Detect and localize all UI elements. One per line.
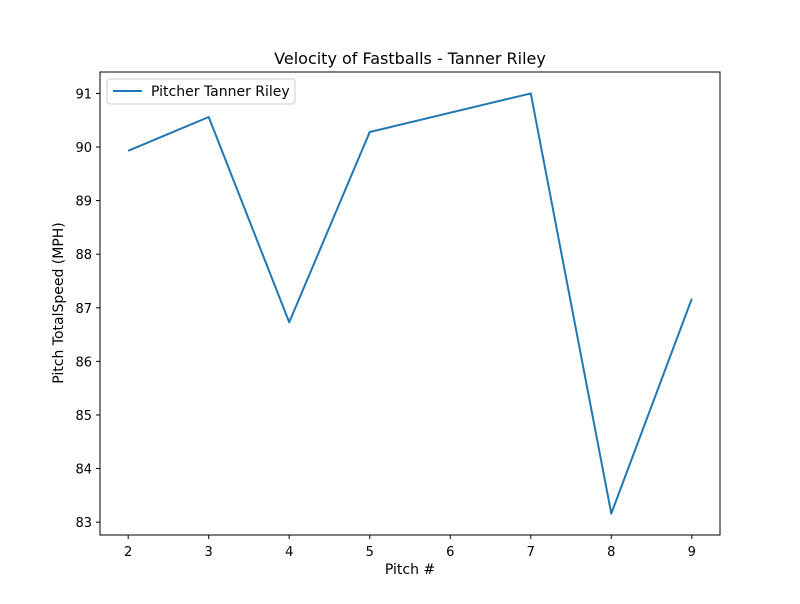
data-point (288, 321, 291, 324)
chart-title: Velocity of Fastballs - Tanner Riley (274, 49, 546, 68)
x-tick-label: 8 (607, 545, 615, 560)
y-tick-label: 85 (75, 409, 92, 424)
y-axis: 83 84 85 86 87 88 89 90 91 (75, 87, 100, 531)
x-axis: 2 3 4 5 6 7 8 9 (124, 535, 696, 560)
series-line (127, 92, 693, 515)
y-tick-label: 84 (75, 463, 92, 478)
data-point (610, 512, 613, 515)
series-layer (127, 92, 693, 515)
plot-frame (99, 71, 721, 536)
x-tick-label: 7 (527, 545, 535, 560)
legend: Pitcher Tanner Riley (106, 78, 296, 105)
y-tick-label: 83 (75, 516, 92, 531)
x-axis-label: Pitch # (385, 562, 435, 578)
data-point (207, 116, 210, 119)
x-tick-label: 3 (205, 545, 213, 560)
y-tick-label: 90 (75, 141, 92, 156)
x-tick-label: 5 (366, 545, 374, 560)
data-point (529, 92, 532, 95)
legend-box (106, 78, 296, 105)
x-tick-label: 2 (124, 545, 132, 560)
y-tick-label: 86 (75, 355, 92, 370)
data-point (368, 131, 371, 134)
x-tick-label: 6 (446, 545, 454, 560)
data-point (690, 297, 693, 300)
x-tick-label: 9 (688, 545, 696, 560)
legend-label: Pitcher Tanner Riley (151, 84, 290, 100)
x-tick-label: 4 (285, 545, 293, 560)
y-tick-label: 88 (75, 248, 92, 263)
y-tick-label: 89 (75, 195, 92, 210)
y-axis-label: Pitch TotalSpeed (MPH) (51, 222, 67, 384)
data-point (127, 149, 130, 152)
y-tick-label: 87 (75, 302, 92, 317)
y-tick-label: 91 (75, 87, 92, 102)
